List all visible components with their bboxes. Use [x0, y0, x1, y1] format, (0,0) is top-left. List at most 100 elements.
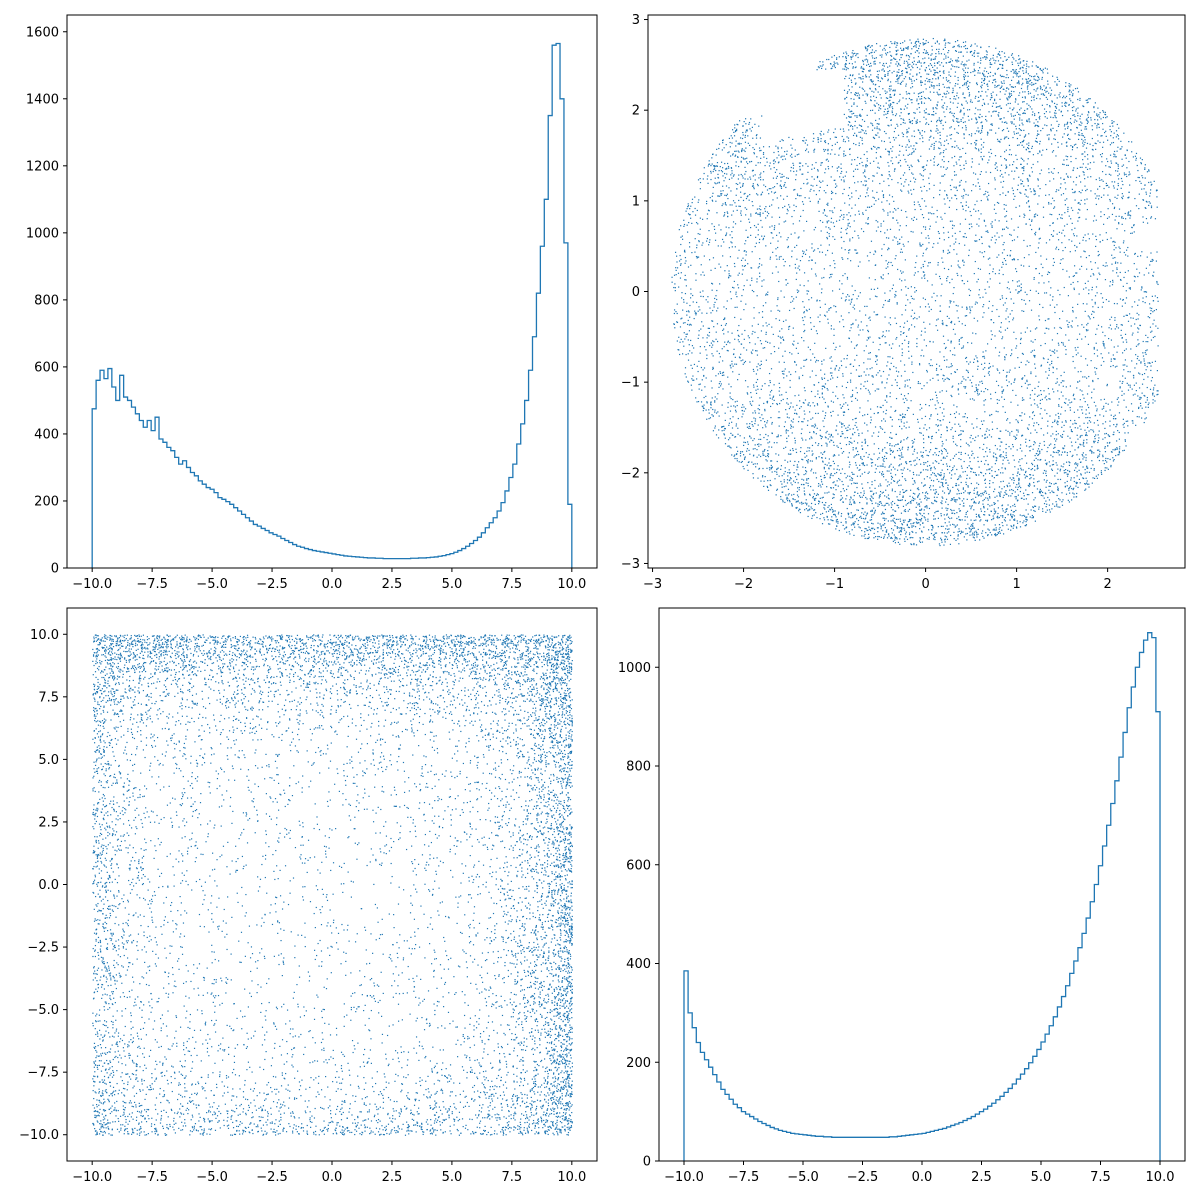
scatter-point [977, 96, 980, 98]
scatter-point [1092, 306, 1094, 308]
scatter-point [1005, 263, 1007, 265]
scatter-point [940, 433, 942, 436]
scatter-point [971, 161, 974, 163]
scatter-point [973, 519, 975, 522]
scatter-point [903, 521, 905, 523]
scatter-point [733, 287, 735, 289]
scatter-point [948, 206, 950, 208]
scatter-point [984, 437, 986, 439]
scatter-point [1101, 408, 1103, 410]
scatter-point [860, 388, 862, 390]
scatter-point [776, 234, 778, 236]
scatter-point [983, 70, 985, 72]
scatter-point [1113, 155, 1115, 158]
scatter-point [755, 134, 758, 137]
scatter-point [951, 395, 953, 398]
scatter-point [684, 367, 687, 369]
scatter-point [1088, 471, 1091, 474]
scatter-point [829, 153, 832, 155]
scatter-point [767, 449, 769, 452]
scatter-point [792, 426, 794, 428]
scatter-point [1039, 492, 1041, 494]
scatter-point [1140, 163, 1143, 165]
scatter-point [724, 270, 726, 272]
scatter-point [1087, 158, 1089, 160]
scatter-point [1096, 349, 1098, 351]
scatter-point [805, 359, 807, 361]
scatter-point [977, 388, 979, 391]
scatter-point [1020, 163, 1022, 165]
scatter-point [845, 63, 847, 65]
scatter-point [1016, 75, 1018, 77]
scatter-point [1086, 142, 1089, 145]
scatter-point [850, 56, 852, 58]
scatter-point [807, 171, 809, 173]
scatter-point [1151, 307, 1153, 310]
scatter-point [712, 340, 714, 342]
scatter-point [1107, 434, 1109, 436]
scatter-point [969, 51, 972, 54]
top-left-histogram: −10.0 −7.5 −5.0 −2.5 0.0 2.5 5.0 7.5 10.00200400… [26, 14, 598, 592]
scatter-point [890, 506, 893, 509]
scatter-point [858, 144, 860, 147]
scatter-point [876, 388, 878, 390]
scatter-point [1023, 310, 1025, 312]
scatter-point [1051, 100, 1053, 102]
scatter-point [999, 105, 1001, 107]
scatter-point [1066, 454, 1068, 456]
scatter-point [866, 151, 868, 153]
scatter-point [712, 165, 715, 167]
scatter-point [858, 411, 861, 413]
scatter-point [947, 252, 949, 255]
scatter-point [804, 253, 807, 255]
scatter-point [893, 93, 896, 95]
scatter-point [763, 485, 765, 488]
scatter-point [1030, 432, 1032, 434]
scatter-point [1100, 215, 1102, 218]
scatter-point [991, 236, 993, 239]
scatter-point [917, 519, 919, 521]
scatter-point [842, 319, 844, 321]
scatter-point [928, 538, 930, 540]
scatter-point [954, 333, 956, 335]
scatter-point [868, 76, 870, 78]
scatter-point [894, 539, 896, 541]
scatter-point [903, 108, 905, 110]
scatter-point [805, 482, 807, 484]
scatter-point [976, 302, 978, 304]
scatter-point [864, 169, 866, 171]
scatter-point [1138, 207, 1140, 210]
scatter-point [1076, 167, 1079, 169]
scatter-point [1088, 289, 1090, 291]
scatter-point [847, 404, 849, 406]
scatter-point [885, 479, 887, 481]
scatter-point [880, 156, 882, 158]
scatter-point [1009, 254, 1011, 256]
scatter-point [909, 122, 912, 124]
scatter-point [893, 207, 896, 210]
scatter-point [895, 367, 897, 369]
scatter-point [1006, 98, 1008, 100]
scatter-point [742, 257, 744, 259]
scatter-point [724, 202, 727, 204]
scatter-point [1018, 485, 1021, 487]
scatter-point [1103, 407, 1105, 409]
scatter-point [1066, 122, 1069, 124]
scatter-point [792, 498, 794, 500]
scatter-point [887, 178, 889, 180]
scatter-point [949, 82, 951, 84]
scatter-point [1003, 347, 1005, 349]
scatter-point [1059, 92, 1061, 94]
scatter-point [1147, 341, 1149, 343]
scatter-point [1122, 375, 1124, 377]
scatter-point [830, 276, 832, 278]
scatter-point [888, 374, 890, 376]
scatter-point [965, 379, 967, 381]
scatter-point [907, 131, 909, 133]
scatter-point [1061, 217, 1063, 220]
scatter-point [960, 445, 962, 448]
scatter-point [896, 384, 898, 387]
scatter-point [863, 350, 865, 352]
scatter-point [1050, 171, 1053, 173]
scatter-point [983, 102, 985, 104]
